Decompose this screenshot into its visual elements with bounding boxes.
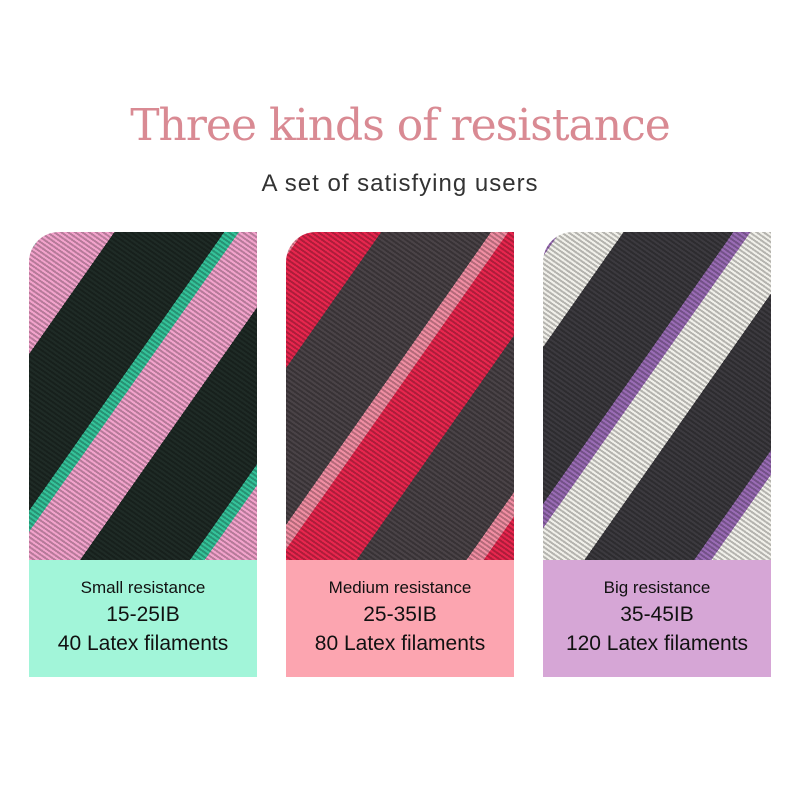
card-label: Medium resistance 25-35IB 80 Latex filam… xyxy=(286,560,514,677)
card-label: Big resistance 35-45IB 120 Latex filamen… xyxy=(543,560,771,677)
resistance-range: 35-45IB xyxy=(620,603,694,626)
page-title: Three kinds of resistance xyxy=(130,100,671,151)
resistance-name: Big resistance xyxy=(603,578,711,597)
resistance-name: Medium resistance xyxy=(328,578,472,597)
filament-count: 40 Latex filaments xyxy=(57,632,229,655)
card-label: Small resistance 15-25IB 40 Latex filame… xyxy=(29,560,257,677)
page-subtitle: A set of satisfying users xyxy=(261,170,539,197)
resistance-range: 15-25IB xyxy=(106,603,180,626)
resistance-range: 25-35IB xyxy=(363,603,437,626)
card-medium-resistance: Medium resistance 25-35IB 80 Latex filam… xyxy=(286,232,514,677)
band-photo-purple-white xyxy=(543,232,771,560)
filament-count: 80 Latex filaments xyxy=(314,632,486,655)
filament-count: 120 Latex filaments xyxy=(565,632,749,655)
resistance-name: Small resistance xyxy=(80,578,206,597)
band-photo-red-grey xyxy=(286,232,514,560)
card-small-resistance: Small resistance 15-25IB 40 Latex filame… xyxy=(29,232,257,677)
card-big-resistance: Big resistance 35-45IB 120 Latex filamen… xyxy=(543,232,771,677)
band-photo-green-pink xyxy=(29,232,257,560)
